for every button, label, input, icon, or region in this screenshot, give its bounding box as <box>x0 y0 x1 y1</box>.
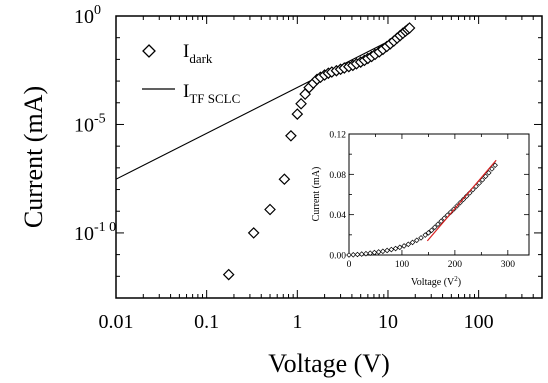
inset-data-point <box>438 218 444 225</box>
inset-y-axis-title: Current (mA) <box>311 167 322 222</box>
dark-current-point <box>291 108 304 120</box>
inset-data-point <box>363 250 369 257</box>
dark-current-point <box>285 129 297 142</box>
inset-data-point <box>409 239 416 246</box>
y-tick-label: 100 <box>74 3 101 28</box>
inset-y-tick-label: 0.08 <box>329 171 346 181</box>
inset-data-point <box>482 173 489 180</box>
inset-y-tick-label: 0.04 <box>329 211 346 221</box>
inset-x-tick-label: 200 <box>448 260 463 270</box>
dark-current-point <box>278 173 291 186</box>
x-tick-label: 10 <box>378 311 398 333</box>
inset-fit-line <box>426 159 497 242</box>
inset-data-point <box>371 249 378 256</box>
inset-x-tick-label: 0 <box>347 260 352 270</box>
inset-data-point <box>425 230 432 236</box>
dark-current-point <box>264 203 276 216</box>
main-plot: 0.01 0.1 1 10 100 100 10-5 10-1 0 Voltage (V) C… <box>19 3 543 378</box>
inset-x-tick-label: 300 <box>501 260 516 270</box>
inset-data-point <box>489 166 495 172</box>
inset-data-point <box>428 227 435 234</box>
inset-data-point <box>401 243 407 249</box>
inset-data-point <box>492 162 498 169</box>
inset-data-point <box>413 237 420 244</box>
x-tick-label: 0.01 <box>99 311 134 333</box>
x-tick-label: 1 <box>292 311 302 333</box>
y-axis-title: Current (mA) <box>19 86 48 228</box>
dark-current-point <box>403 22 416 34</box>
dark-current-point <box>222 268 235 281</box>
inset-data-point <box>397 244 403 251</box>
legend-label-dark: Idark <box>183 41 213 66</box>
inset-y-tick-label: 0.00 <box>329 252 346 262</box>
inset-plot-frame <box>348 133 530 256</box>
inset-data-point <box>358 251 365 257</box>
y-tick-label: 10-5 <box>74 111 106 136</box>
inset-y-tick-label: 0.12 <box>329 131 346 141</box>
x-tick-label: 100 <box>464 311 494 333</box>
x-tick-label: 0.1 <box>194 311 219 333</box>
inset-data-point <box>392 245 399 252</box>
inset-data-point <box>346 252 352 258</box>
inset-data-point <box>479 177 486 183</box>
inset-series <box>346 159 498 258</box>
legend-label-tf-sclc: ITF SCLC <box>183 81 240 106</box>
main-ticks <box>115 15 543 299</box>
inset-tick-labels: 0 100 200 300 0.00 0.04 0.08 0.12 <box>329 131 515 271</box>
main-tick-labels: 0.01 0.1 1 10 100 100 10-5 10-1 0 <box>74 3 494 333</box>
inset-data-point <box>422 232 429 238</box>
inset-data-point <box>388 246 395 253</box>
main-plot-frame <box>115 15 543 299</box>
inset-x-axis-title: Voltage (V2) <box>411 275 461 288</box>
inset-data-point <box>350 252 357 258</box>
y-tick-label: 10-1 0 <box>74 220 116 245</box>
inset-data-point <box>367 250 373 256</box>
legend: Idark ITF SCLC <box>142 41 240 106</box>
inset-data-point <box>435 221 441 228</box>
inset-data-point <box>463 193 470 200</box>
x-axis-title: Voltage (V) <box>268 349 390 378</box>
inset-data-point <box>354 251 361 258</box>
inset-data-point <box>384 247 390 254</box>
inset-data-point <box>485 170 492 176</box>
main-series <box>115 22 416 281</box>
inset-data-point <box>418 235 424 241</box>
dark-current-point <box>247 227 260 239</box>
inset-data-point <box>405 241 412 248</box>
legend-marker-diamond <box>142 44 156 58</box>
dark-current-point <box>295 97 307 110</box>
tf-sclc-line <box>115 31 407 180</box>
inset-x-tick-label: 100 <box>395 260 410 270</box>
inset-data-point <box>431 224 438 231</box>
